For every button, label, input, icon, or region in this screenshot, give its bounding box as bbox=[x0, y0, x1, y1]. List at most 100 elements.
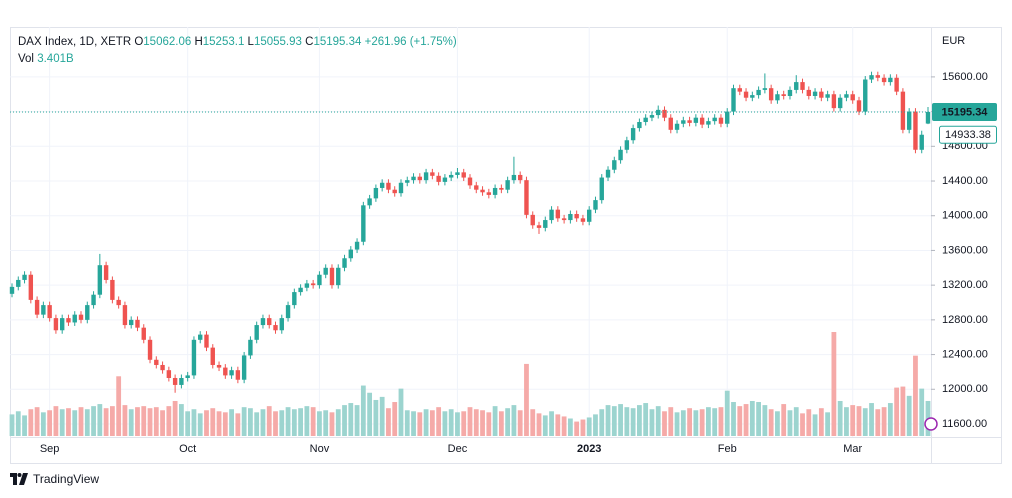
candle-body bbox=[630, 128, 636, 141]
candle-body bbox=[386, 182, 391, 190]
volume-bar bbox=[473, 409, 479, 436]
candle-body bbox=[235, 370, 241, 380]
candle-body bbox=[129, 319, 134, 326]
candle-body bbox=[116, 299, 121, 306]
volume-bar bbox=[235, 413, 241, 436]
volume-bars bbox=[9, 332, 931, 436]
candle-body bbox=[524, 180, 529, 215]
candle-body bbox=[41, 305, 46, 315]
volume-bar bbox=[53, 406, 59, 436]
candle-body bbox=[204, 334, 209, 348]
volume-bar bbox=[574, 421, 580, 436]
volume-bar bbox=[178, 404, 184, 436]
candle-body bbox=[568, 213, 573, 221]
candle-body bbox=[160, 364, 165, 371]
volume-bar bbox=[392, 402, 398, 436]
candle-body bbox=[461, 172, 466, 178]
volume-bar bbox=[605, 405, 611, 436]
volume-bar bbox=[643, 403, 649, 436]
candle-body bbox=[881, 77, 887, 83]
volume-bar bbox=[147, 408, 153, 436]
symbol: DAX Index, 1D, XETR bbox=[18, 36, 132, 48]
volume-bar bbox=[91, 406, 96, 436]
volume-bar bbox=[492, 406, 498, 436]
candle-body bbox=[9, 286, 15, 294]
candle-body bbox=[273, 325, 278, 331]
legend-close: 15195.34 bbox=[313, 36, 362, 48]
volume-bar bbox=[28, 409, 34, 436]
volume-bar bbox=[367, 392, 373, 436]
volume-bar bbox=[216, 411, 222, 436]
candle-body bbox=[768, 88, 774, 101]
volume-bar bbox=[429, 410, 435, 436]
candle-body bbox=[59, 318, 65, 331]
volume-bar bbox=[317, 411, 322, 436]
candle-body bbox=[574, 213, 579, 219]
volume-bar bbox=[498, 411, 504, 436]
volume-bar bbox=[818, 408, 824, 436]
candle-body bbox=[812, 91, 818, 96]
candle-body bbox=[605, 169, 611, 178]
volume-bar bbox=[160, 410, 165, 436]
x-tick-label: Oct bbox=[179, 443, 196, 455]
volume-bar bbox=[706, 407, 711, 436]
candle-body bbox=[448, 174, 454, 178]
volume-bar bbox=[166, 406, 172, 436]
volume-bar bbox=[128, 409, 134, 436]
candle-body bbox=[825, 94, 830, 98]
candle-body bbox=[474, 185, 479, 190]
volume-bar bbox=[536, 413, 542, 436]
candle-body bbox=[875, 75, 881, 78]
volume-bar bbox=[9, 414, 15, 436]
volume-bar bbox=[404, 410, 410, 436]
volume-bar bbox=[894, 387, 900, 436]
candle-body bbox=[72, 314, 77, 323]
candle-body bbox=[285, 305, 291, 319]
candle-body bbox=[819, 91, 824, 98]
legend-high: 15253.1 bbox=[202, 36, 245, 48]
volume-bar bbox=[800, 413, 805, 436]
candle-body bbox=[593, 200, 598, 210]
legend: DAX Index, 1D, XETR O15062.06 H15253.1 L… bbox=[18, 34, 457, 68]
volume-bar bbox=[254, 412, 260, 436]
x-tick-label: Feb bbox=[718, 443, 737, 455]
volume-bar bbox=[586, 417, 592, 436]
candle-body bbox=[543, 220, 548, 228]
volume-bar bbox=[555, 414, 561, 436]
volume-bar bbox=[291, 409, 297, 436]
candle-body bbox=[649, 115, 655, 118]
volume-bar bbox=[875, 409, 881, 436]
volume-bar bbox=[542, 415, 548, 436]
candle-body bbox=[411, 176, 416, 181]
volume-bar bbox=[40, 412, 46, 436]
candle-body bbox=[373, 187, 379, 199]
candle-body bbox=[292, 292, 297, 306]
volume-bar bbox=[122, 405, 128, 436]
candle-body bbox=[423, 172, 429, 181]
volume-bar bbox=[78, 407, 84, 436]
legend-key: L bbox=[247, 36, 254, 48]
candle-body bbox=[806, 89, 811, 96]
candle-body bbox=[198, 334, 203, 340]
volume-bar bbox=[731, 402, 736, 436]
candle-body bbox=[781, 94, 786, 96]
candle-body bbox=[398, 182, 404, 194]
volume-bar bbox=[141, 406, 147, 436]
candle-body bbox=[336, 267, 341, 286]
volume-bar bbox=[919, 388, 925, 436]
volume-bar bbox=[762, 405, 768, 436]
brand[interactable]: TradingView bbox=[10, 472, 99, 486]
candle-body bbox=[750, 95, 755, 98]
volume-bar bbox=[266, 406, 272, 436]
volume-bar bbox=[680, 410, 686, 436]
y-tick-label: 13200.00 bbox=[942, 279, 988, 291]
volume-bar bbox=[486, 412, 492, 436]
volume-bar bbox=[197, 413, 203, 436]
volume-bar bbox=[567, 418, 573, 436]
volume-bar bbox=[461, 411, 467, 436]
candle-body bbox=[775, 94, 780, 101]
candle-body bbox=[97, 265, 103, 295]
volume-bar bbox=[913, 355, 918, 436]
